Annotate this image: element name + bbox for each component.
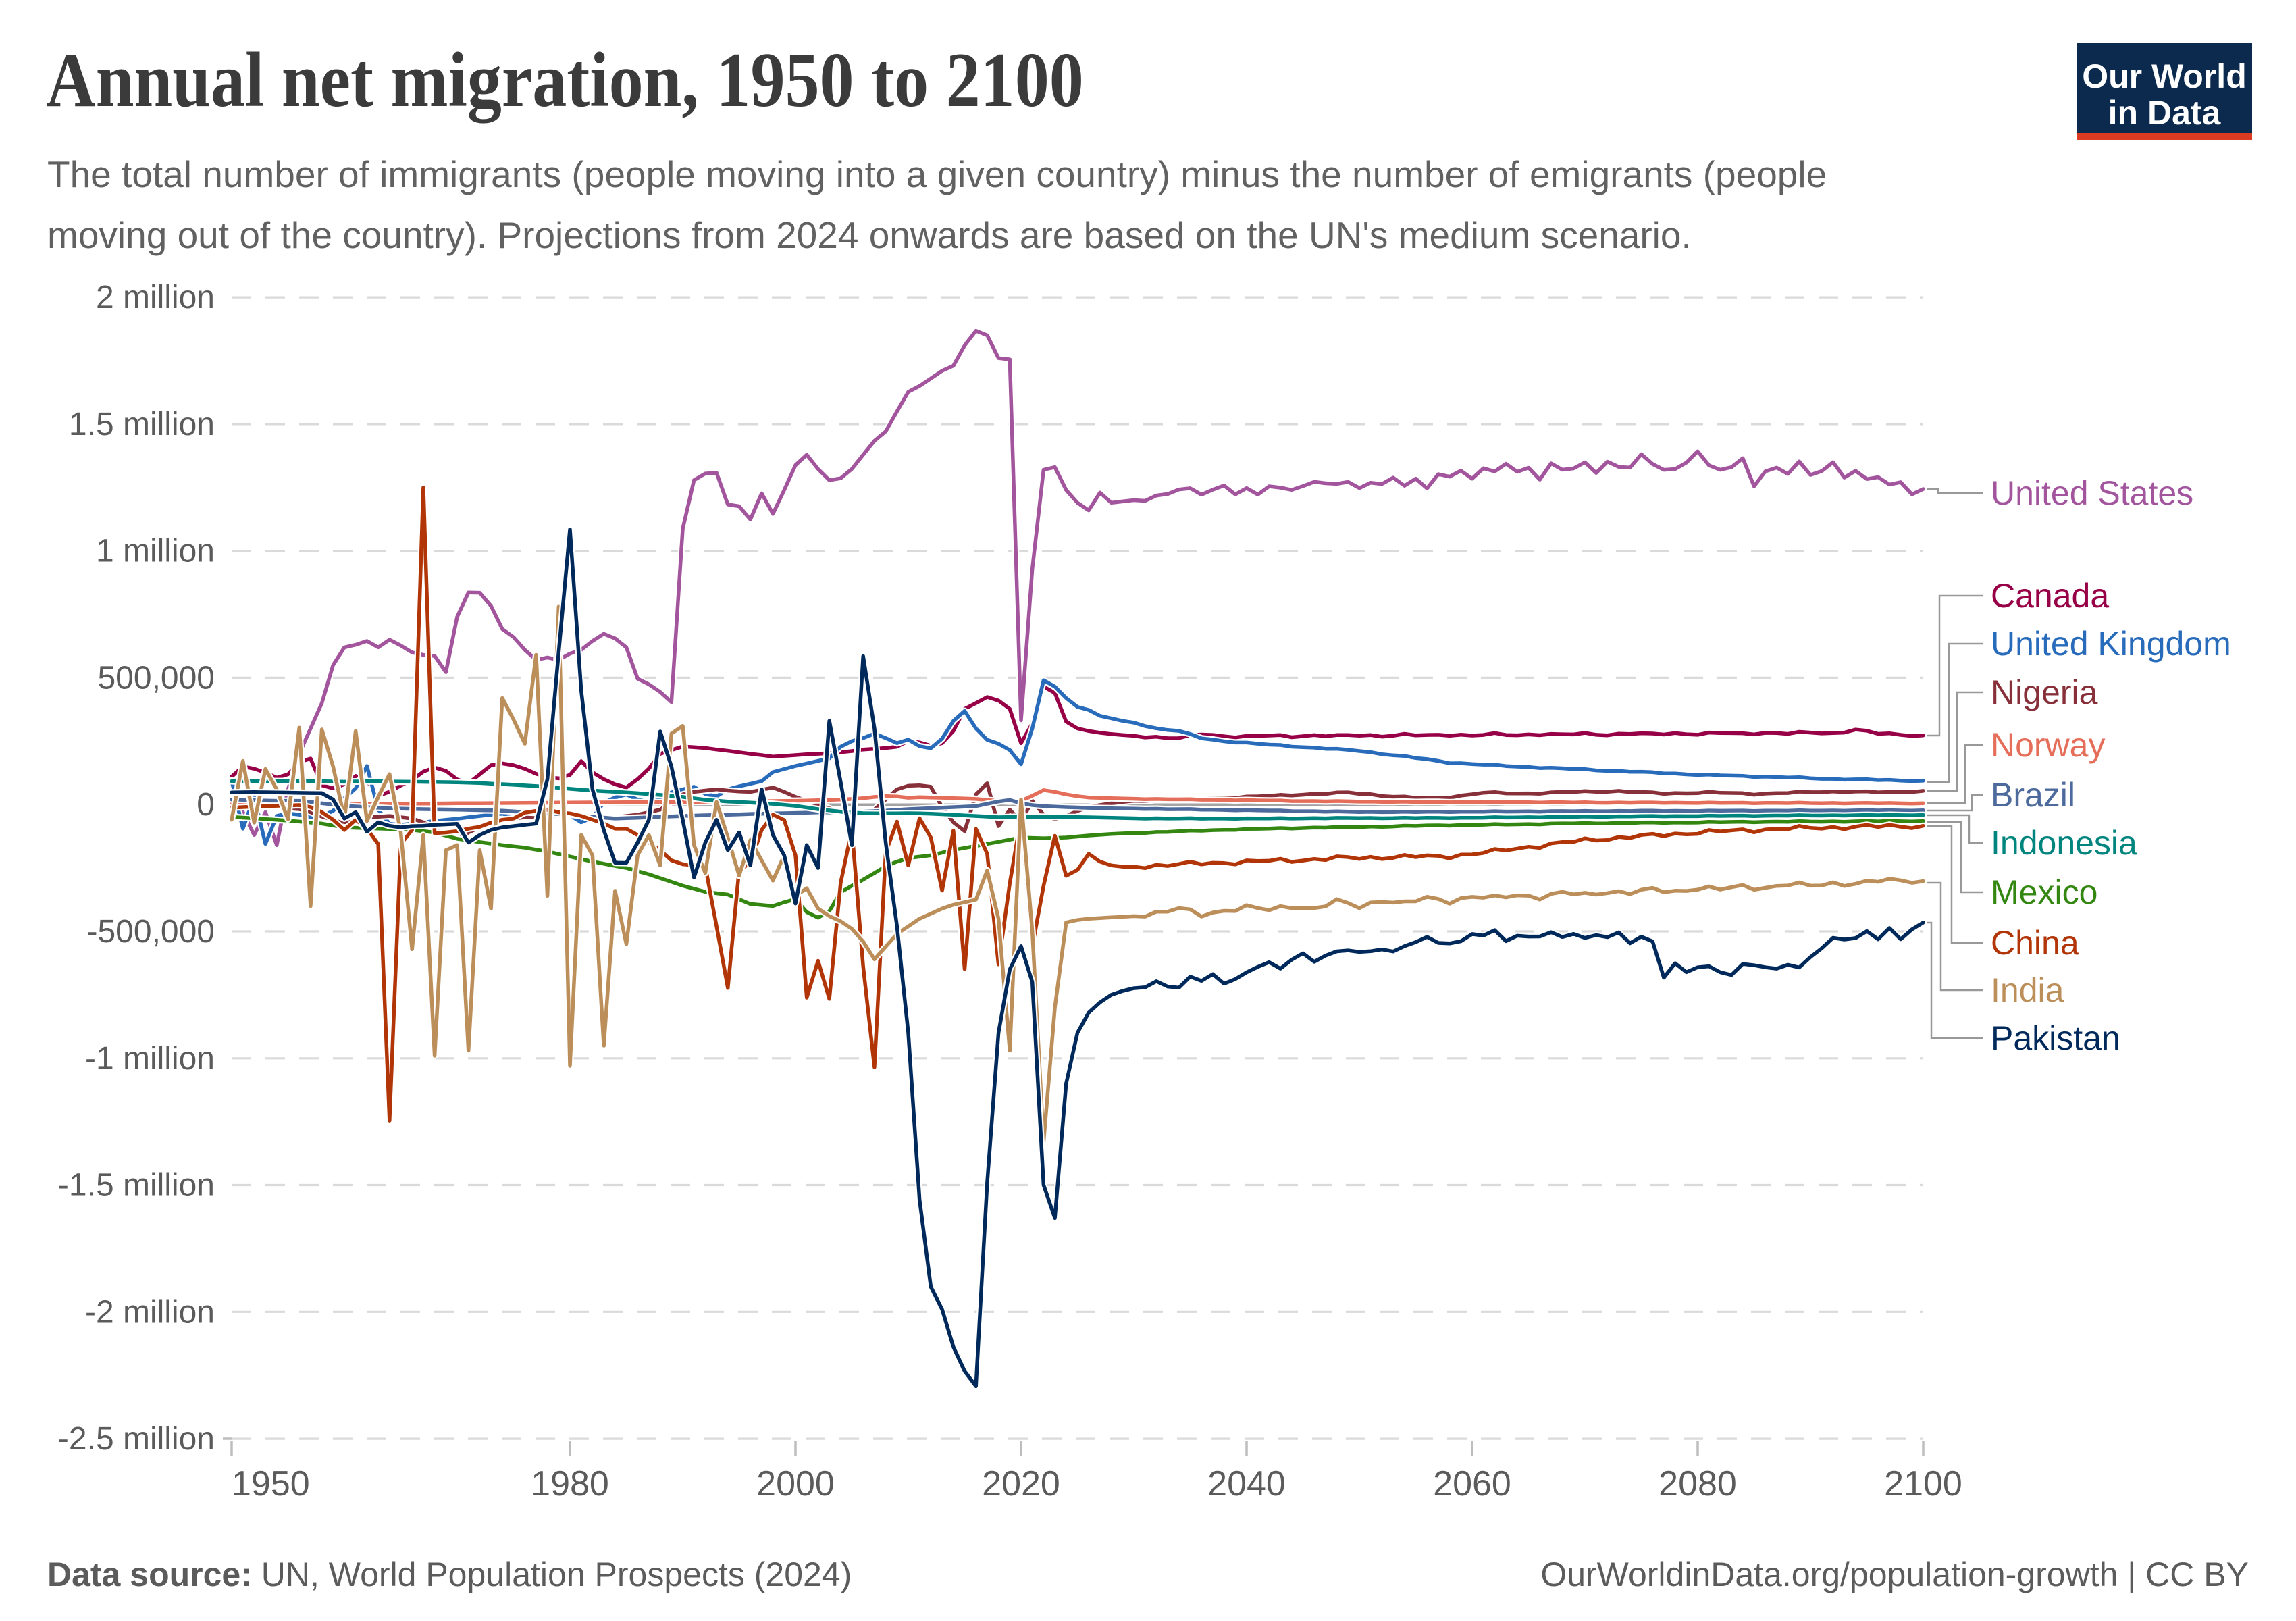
- svg-text:1.5 million: 1.5 million: [69, 407, 215, 442]
- svg-text:Data source: UN, World Populat: Data source: UN, World Population Prospe…: [47, 1555, 852, 1593]
- svg-text:India: India: [1991, 971, 2064, 1009]
- svg-text:0: 0: [197, 787, 215, 823]
- svg-text:Indonesia: Indonesia: [1991, 824, 2137, 862]
- svg-text:2 million: 2 million: [96, 280, 215, 315]
- svg-text:-1.5 million: -1.5 million: [58, 1168, 215, 1204]
- svg-text:-2 million: -2 million: [85, 1294, 215, 1330]
- svg-text:Nigeria: Nigeria: [1991, 673, 2098, 711]
- svg-text:Brazil: Brazil: [1991, 776, 2075, 814]
- svg-text:1950: 1950: [232, 1464, 310, 1503]
- svg-text:United Kingdom: United Kingdom: [1991, 625, 2231, 663]
- svg-text:OurWorldinData.org/population-: OurWorldinData.org/population-growth | C…: [1540, 1555, 2249, 1593]
- svg-text:China: China: [1991, 924, 2079, 962]
- svg-text:Pakistan: Pakistan: [1991, 1019, 2120, 1057]
- svg-text:2020: 2020: [982, 1464, 1060, 1503]
- svg-text:2000: 2000: [756, 1464, 835, 1503]
- svg-text:Mexico: Mexico: [1991, 873, 2097, 911]
- svg-text:2080: 2080: [1659, 1464, 1737, 1503]
- svg-text:Norway: Norway: [1991, 726, 2105, 764]
- svg-text:2060: 2060: [1433, 1464, 1511, 1503]
- svg-text:Our World: Our World: [2082, 57, 2247, 95]
- svg-text:500,000: 500,000: [97, 660, 215, 696]
- svg-text:United States: United States: [1991, 474, 2193, 512]
- svg-text:2100: 2100: [1884, 1464, 1962, 1503]
- svg-text:2040: 2040: [1207, 1464, 1286, 1503]
- svg-text:The total number of immigrants: The total number of immigrants (people m…: [47, 153, 1827, 195]
- svg-text:Canada: Canada: [1991, 577, 2109, 615]
- svg-text:1 million: 1 million: [96, 534, 215, 569]
- svg-text:-2.5 million: -2.5 million: [58, 1421, 215, 1457]
- svg-text:-500,000: -500,000: [87, 914, 215, 950]
- svg-text:moving out of the country). Pr: moving out of the country). Projections …: [47, 214, 1692, 256]
- svg-text:in Data: in Data: [2108, 94, 2222, 132]
- svg-text:Annual net migration, 1950 to: Annual net migration, 1950 to 2100: [46, 36, 1084, 123]
- svg-text:-1 million: -1 million: [85, 1041, 215, 1077]
- svg-text:1980: 1980: [531, 1464, 609, 1503]
